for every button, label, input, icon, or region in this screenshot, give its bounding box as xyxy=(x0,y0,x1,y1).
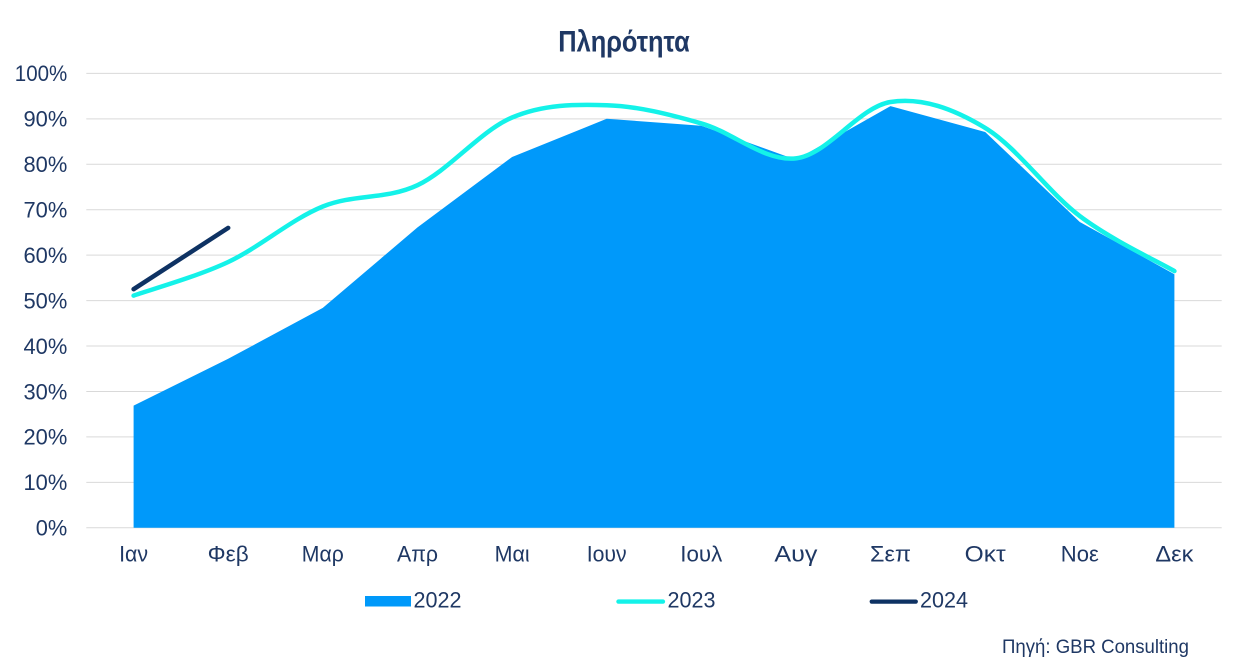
svg-text:Πηγή: GBR Consulting: Πηγή: GBR Consulting xyxy=(1002,637,1189,658)
svg-text:Σεπ: Σεπ xyxy=(870,542,911,567)
svg-text:30%: 30% xyxy=(24,379,68,404)
svg-text:60%: 60% xyxy=(24,243,68,268)
svg-text:10%: 10% xyxy=(24,470,68,495)
svg-text:70%: 70% xyxy=(24,198,68,223)
svg-text:40%: 40% xyxy=(24,334,68,359)
svg-text:Ιαν: Ιαν xyxy=(119,542,148,567)
svg-text:80%: 80% xyxy=(24,152,68,177)
svg-text:Πληρότητα: Πληρότητα xyxy=(558,25,690,58)
svg-text:Οκτ: Οκτ xyxy=(965,542,1006,567)
svg-text:Μαι: Μαι xyxy=(495,542,530,567)
svg-text:Νοε: Νοε xyxy=(1061,542,1099,567)
svg-text:Φεβ: Φεβ xyxy=(208,542,249,567)
svg-text:Ιουν: Ιουν xyxy=(587,542,627,567)
svg-text:2023: 2023 xyxy=(668,588,716,613)
svg-text:Μαρ: Μαρ xyxy=(302,542,344,567)
svg-text:90%: 90% xyxy=(24,107,68,132)
svg-text:50%: 50% xyxy=(24,288,68,313)
svg-text:20%: 20% xyxy=(24,425,68,450)
svg-text:100%: 100% xyxy=(15,61,68,86)
svg-text:Αυγ: Αυγ xyxy=(774,542,817,567)
svg-text:Δεκ: Δεκ xyxy=(1155,542,1194,567)
svg-text:Ιουλ: Ιουλ xyxy=(680,542,722,567)
svg-text:2024: 2024 xyxy=(920,588,968,613)
svg-text:Απρ: Απρ xyxy=(397,542,438,567)
svg-text:0%: 0% xyxy=(36,516,68,541)
svg-text:2022: 2022 xyxy=(414,588,462,613)
